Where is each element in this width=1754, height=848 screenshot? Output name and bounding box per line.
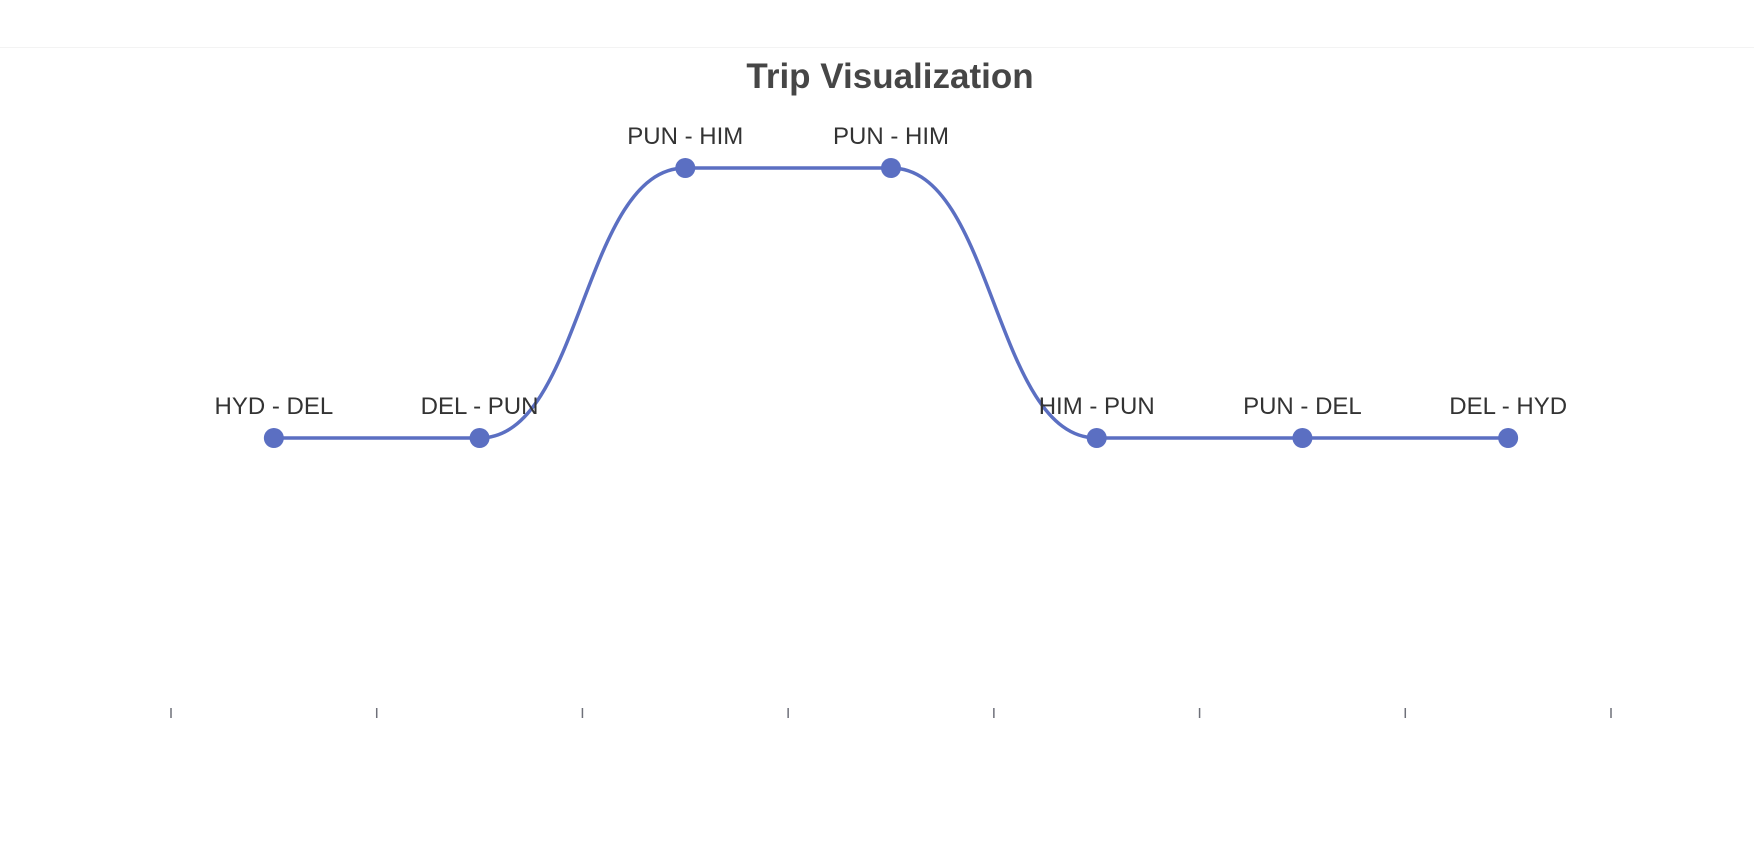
trip-point-labels: HYD - DEL DEL - PUN PUN - HIM PUN - HIM HIM … <box>215 123 1568 420</box>
trip-point[interactable] <box>1498 428 1519 448</box>
trip-point-label: PUN - DEL <box>1243 393 1362 420</box>
trip-point-label: HIM - PUN <box>1039 393 1155 420</box>
header-divider <box>0 47 1754 48</box>
trip-point[interactable] <box>675 158 696 178</box>
trip-point[interactable] <box>263 428 284 448</box>
x-axis <box>170 708 1612 718</box>
trip-point[interactable] <box>1292 428 1313 448</box>
trip-point[interactable] <box>469 428 490 448</box>
trip-point-label: PUN - HIM <box>627 123 743 150</box>
trip-point-label: DEL - PUN <box>421 393 539 420</box>
trip-point-label: DEL - HYD <box>1449 393 1567 420</box>
trip-point[interactable] <box>1086 428 1107 448</box>
trip-point[interactable] <box>881 158 901 178</box>
trip-point-label: PUN - HIM <box>833 123 949 150</box>
chart-title: Trip Visualization <box>746 57 1033 96</box>
trip-points <box>263 158 1519 448</box>
trip-point-label: HYD - DEL <box>215 393 334 420</box>
